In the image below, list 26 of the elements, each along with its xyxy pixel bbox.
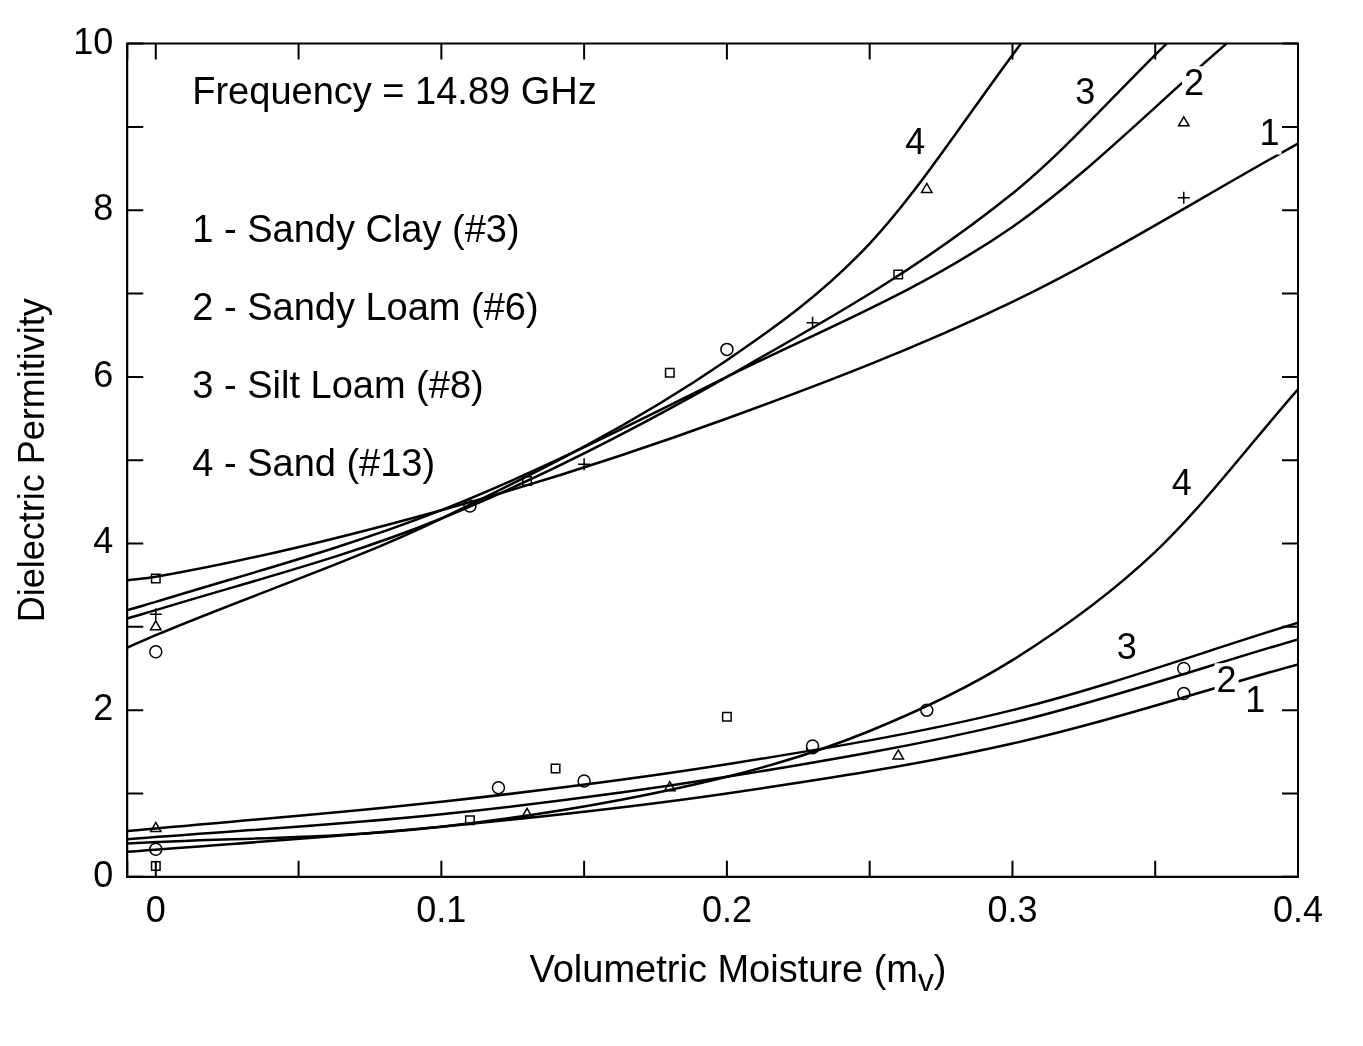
annotation: 3 - Silt Loam (#8) — [192, 364, 484, 407]
y-axis-title: Dielectric Permitivity — [10, 298, 52, 623]
annotation: Frequency = 14.89 GHz — [192, 70, 597, 113]
series-label: 1 — [1245, 679, 1266, 721]
x-tick-label: 0.1 — [416, 889, 467, 931]
series-label: 2 — [1216, 659, 1237, 701]
x-axis-title: Volumetric Moisture (m$_{v}$) — [528, 948, 948, 999]
annotation: 1 - Sandy Clay (#3) — [192, 208, 520, 251]
series-label: 3 — [1075, 70, 1096, 112]
annotation: 4 - Sand (#13) — [192, 442, 436, 485]
x-tick-label: 0.3 — [987, 889, 1038, 931]
y-tick-label: 2 — [93, 687, 114, 729]
series-label: 4 — [905, 120, 926, 162]
y-tick-label: 6 — [93, 353, 114, 395]
annotation: 2 - Sandy Loam (#6) — [192, 286, 539, 329]
series-label: 2 — [1183, 62, 1204, 104]
y-tick-label: 4 — [93, 520, 114, 562]
y-tick-label: 10 — [73, 20, 114, 62]
y-tick-label: 0 — [93, 853, 114, 895]
x-tick-label: 0 — [145, 889, 166, 931]
x-tick-label: 0.2 — [701, 889, 752, 931]
series-label: 4 — [1171, 462, 1192, 504]
y-tick-label: 8 — [93, 187, 114, 229]
series-label: 3 — [1116, 626, 1137, 668]
x-tick-label: 0.4 — [1272, 889, 1324, 931]
series-label: 1 — [1259, 112, 1280, 154]
